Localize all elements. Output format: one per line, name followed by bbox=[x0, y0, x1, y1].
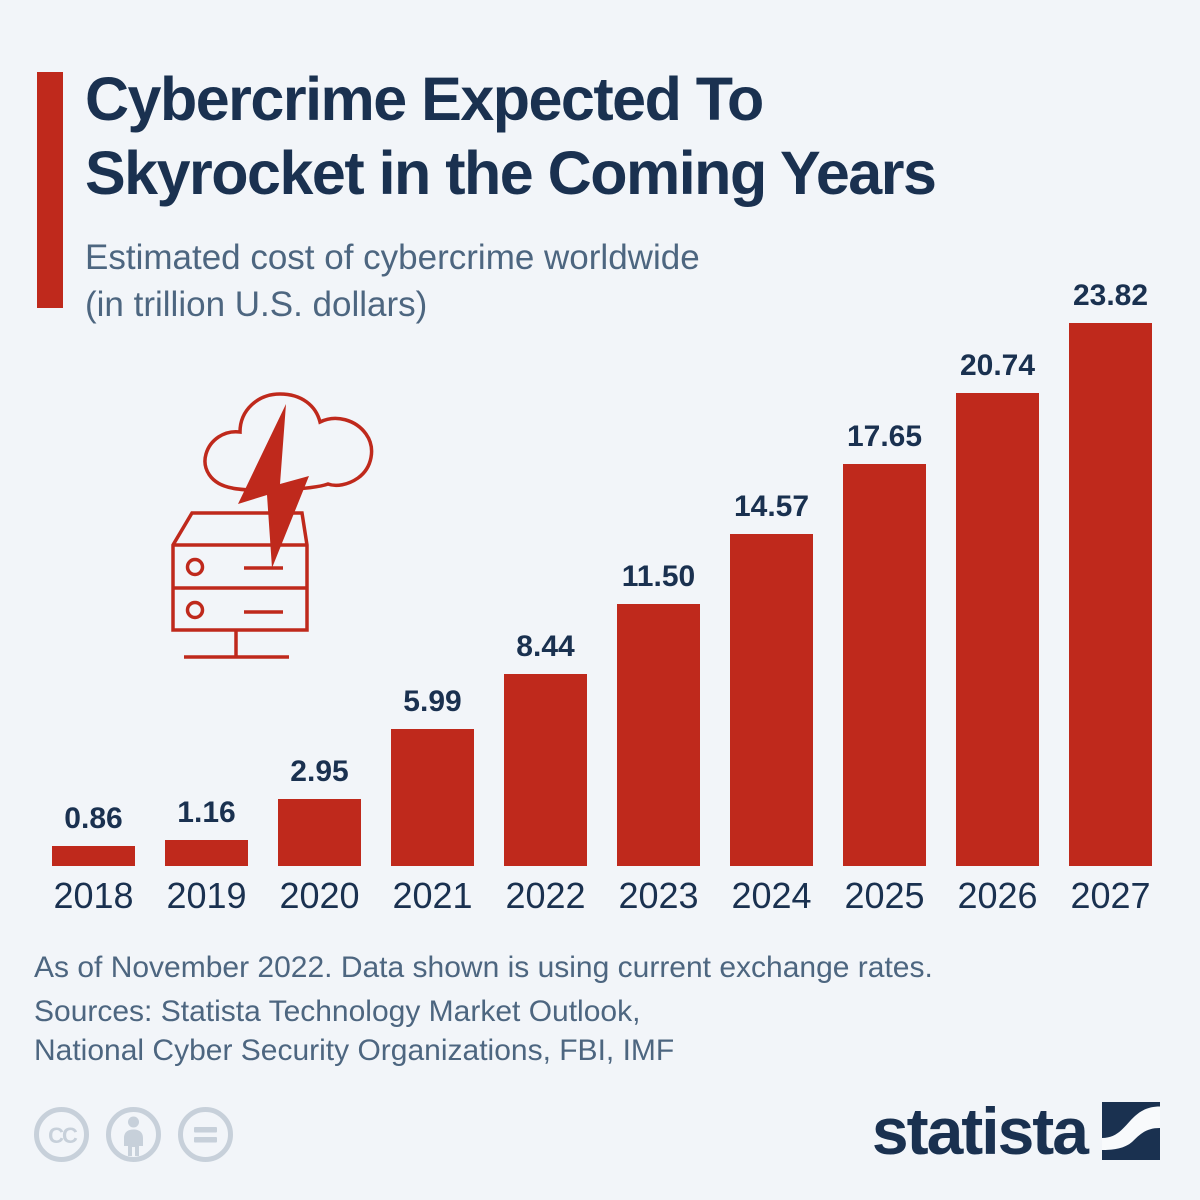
bar-value-label: 8.44 bbox=[516, 630, 575, 663]
bar-year-label: 2020 bbox=[279, 875, 360, 916]
bar bbox=[165, 840, 248, 866]
page-title-line1: Cybercrime Expected To bbox=[85, 65, 764, 133]
bar-column: 2.95 2020 bbox=[278, 757, 361, 914]
bar bbox=[504, 674, 587, 866]
bar bbox=[52, 846, 135, 866]
bar-value-label: 23.82 bbox=[1072, 279, 1149, 312]
bar-column: 17.65 2025 bbox=[843, 422, 926, 914]
statista-swoosh-icon bbox=[1102, 1102, 1160, 1160]
cloud-outline bbox=[203, 392, 374, 492]
bar-value-label: 2.95 bbox=[290, 755, 349, 788]
statista-logo: statista bbox=[872, 1098, 1160, 1164]
bar-year-label: 2024 bbox=[731, 875, 812, 916]
bar-column: 14.57 2024 bbox=[730, 492, 813, 914]
bar-column: 20.74 2026 bbox=[956, 351, 1039, 914]
page-subtitle-line2: (in trillion U.S. dollars) bbox=[85, 285, 428, 324]
cloud-lightning-server-icon bbox=[152, 372, 412, 687]
creative-commons-icon: CC bbox=[33, 1106, 90, 1168]
bar-year-label: 2023 bbox=[618, 875, 699, 916]
bar-year-label: 2027 bbox=[1070, 875, 1151, 916]
lightning-bolt-icon bbox=[238, 404, 309, 568]
bar-value-label: 14.57 bbox=[733, 490, 810, 523]
license-icons: CC bbox=[33, 1106, 234, 1168]
bar bbox=[1069, 323, 1152, 866]
bar-value-label: 11.50 bbox=[621, 560, 696, 593]
bar-value-label: 0.86 bbox=[64, 802, 123, 835]
bar-year-label: 2022 bbox=[505, 875, 586, 916]
bar-column: 11.50 2023 bbox=[617, 562, 700, 914]
page-subtitle-line1: Estimated cost of cybercrime worldwide bbox=[85, 238, 700, 277]
bar bbox=[617, 604, 700, 866]
sources-line1: Sources: Statista Technology Market Outl… bbox=[34, 995, 641, 1028]
bar-column: 23.82 2027 bbox=[1069, 281, 1152, 914]
sources: Sources: Statista Technology Market Outl… bbox=[34, 992, 933, 1070]
bar-value-label: 17.65 bbox=[846, 420, 923, 453]
statista-wordmark: statista bbox=[871, 1094, 1089, 1168]
bar-year-label: 2019 bbox=[166, 875, 247, 916]
bar-year-label: 2018 bbox=[53, 875, 134, 916]
bar-value-label: 5.99 bbox=[403, 685, 462, 718]
header: Cybercrime Expected To Skyrocket in the … bbox=[85, 62, 937, 328]
bar-column: 5.99 2021 bbox=[391, 687, 474, 914]
bar bbox=[730, 534, 813, 866]
bar-value-label: 1.16 bbox=[177, 796, 236, 829]
no-derivatives-equals-icon bbox=[177, 1106, 234, 1168]
bar-year-label: 2021 bbox=[392, 875, 473, 916]
bar bbox=[278, 799, 361, 866]
bar bbox=[391, 729, 474, 866]
bar-value-label: 20.74 bbox=[959, 349, 1036, 382]
sources-line2: National Cyber Security Organizations, F… bbox=[34, 1034, 675, 1067]
bar-column: 0.86 2018 bbox=[52, 804, 135, 914]
page-title: Cybercrime Expected To Skyrocket in the … bbox=[85, 62, 937, 210]
bar-column: 1.16 2019 bbox=[165, 798, 248, 914]
data-note: As of November 2022. Data shown is using… bbox=[34, 951, 933, 984]
bar-chart: 0.86 2018 1.16 2019 2.95 2020 5.99 2021 8.44 2022… bbox=[52, 281, 1152, 914]
footer: As of November 2022. Data shown is using… bbox=[34, 948, 933, 1070]
page-title-line2: Skyrocket in the Coming Years bbox=[85, 139, 937, 207]
bar-year-label: 2025 bbox=[844, 875, 925, 916]
page-subtitle: Estimated cost of cybercrime worldwide (… bbox=[85, 234, 935, 328]
bar-year-label: 2026 bbox=[957, 875, 1038, 916]
svg-text:CC: CC bbox=[48, 1123, 78, 1148]
title-accent-bar bbox=[37, 72, 63, 308]
attribution-person-icon bbox=[105, 1106, 162, 1168]
bar bbox=[956, 393, 1039, 866]
bar bbox=[843, 464, 926, 866]
bar-column: 8.44 2022 bbox=[504, 632, 587, 914]
